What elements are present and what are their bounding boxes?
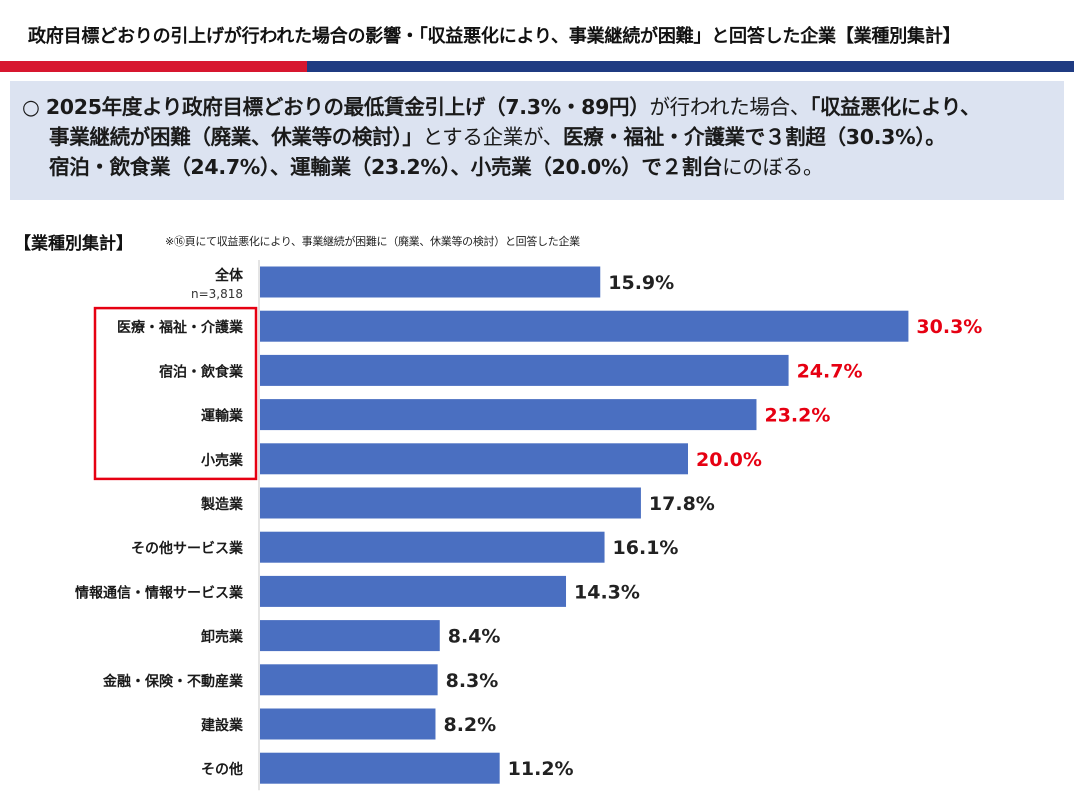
summary-box [10,81,1064,200]
value-label-6: 16.1% [613,537,679,559]
title-accent-bar [0,61,1074,72]
value-label-3: 23.2% [764,405,830,427]
bar-11 [260,752,500,784]
value-label-8: 8.4% [448,626,501,648]
value-label-4: 20.0% [696,449,762,471]
category-label-1: 医療・福祉・介護業 [117,319,244,336]
value-label-0: 15.9% [608,272,674,294]
bar-8 [260,620,440,652]
bar-3 [260,399,757,431]
summary-line-1: ○ 2025年度より政府目標どおりの最低賃金引上げ（7.3%・89円）が行われた… [22,92,1062,122]
category-label-10: 建設業 [201,717,244,734]
bar-4 [260,443,688,475]
bar-5 [260,487,641,519]
category-label-6: その他サービス業 [131,540,244,557]
summary-line-3: 宿泊・飲食業（24.7%）、運輸業（23.2%）、小売業（20.0%）で２割台に… [22,152,1062,182]
summary-line-2: 事業継続が困難（廃業、休業等の検討）」とする企業が、医療・福祉・介護業で３割超（… [22,122,1062,152]
summary-l3-a: 宿泊・飲食業（24.7%）、運輸業（23.2%）、小売業（20.0%）で２割台 [49,155,723,179]
category-label-3: 運輸業 [201,408,244,425]
value-label-1: 30.3% [916,316,982,338]
value-label-2: 24.7% [797,360,863,382]
category-label-2: 宿泊・飲食業 [159,363,244,380]
category-label-0: 全体 [214,267,244,284]
bar-9 [260,664,438,696]
value-label-10: 8.2% [443,714,496,736]
value-label-5: 17.8% [649,493,715,515]
title-accent-red [0,61,307,72]
category-label-4: 小売業 [201,452,244,469]
summary-l1-c: 「収益悪化により、 [810,95,981,119]
summary-text: ○ 2025年度より政府目標どおりの最低賃金引上げ（7.3%・89円）が行われた… [22,92,1062,182]
bar-6 [260,531,605,563]
category-label-9: 金融・保険・不動産業 [102,673,244,690]
page-title: 政府目標どおりの引上げが行われた場合の影響・「収益悪化により、事業継続が困難」と… [28,26,961,47]
category-label-11: その他 [201,761,243,778]
summary-l2-c: 医療・福祉・介護業で３割超（30.3%）。 [562,125,946,149]
bar-2 [260,354,789,386]
highlight-box [93,306,258,481]
category-label-7: 情報通信・情報サービス業 [75,584,244,601]
sample-size-label: n=3,818 [191,287,243,301]
category-label-8: 卸売業 [201,629,244,646]
summary-l3-b: にのぼる。 [722,155,824,179]
summary-l1-a: 2025年度より政府目標どおりの最低賃金引上げ（7.3%・89円） [45,95,650,119]
value-label-11: 11.2% [508,758,574,780]
section-heading: 【業種別集計】 [14,234,133,254]
summary-l2-a: 事業継続が困難（廃業、休業等の検討）」 [49,125,423,149]
category-label-5: 製造業 [200,496,244,513]
section-note: ※⑯頁にて収益悪化により、事業継続が困難に（廃業、休業等の検討）と回答した企業 [165,235,580,248]
summary-bullet: ○ [22,95,40,119]
title-accent-navy [307,61,1074,72]
bar-0 [260,266,601,298]
bar-1 [260,310,909,342]
bar-10 [260,708,436,740]
summary-l2-b: とする企業が、 [422,125,564,149]
bar-7 [260,575,567,607]
value-label-7: 14.3% [574,581,640,603]
value-label-9: 8.3% [446,670,499,692]
summary-l1-b: が行われた場合、 [649,95,811,119]
